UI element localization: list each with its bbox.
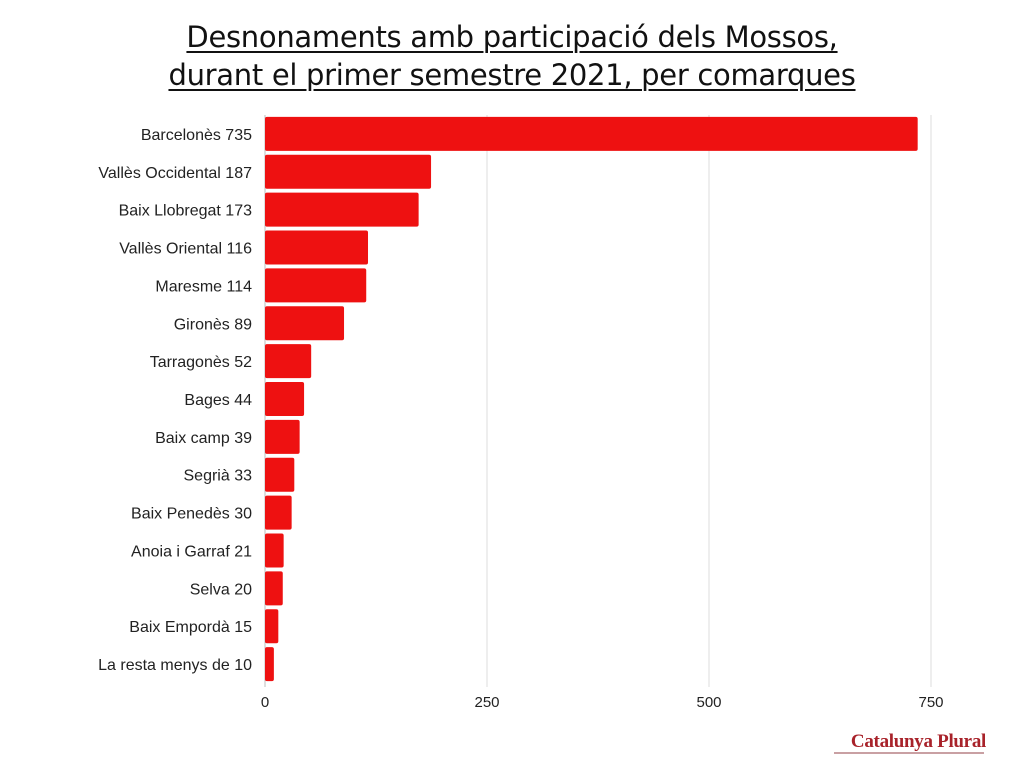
category-label: Bages 44 bbox=[184, 392, 252, 409]
bar bbox=[265, 457, 295, 492]
bar bbox=[265, 116, 918, 151]
bar bbox=[265, 306, 345, 341]
category-label: Baix camp 39 bbox=[155, 430, 252, 447]
chart-title-line-1: Desnonaments amb participació dels Mosso… bbox=[186, 20, 838, 54]
x-tick-label: 750 bbox=[918, 694, 943, 711]
x-tick-label: 0 bbox=[261, 694, 269, 711]
bar bbox=[265, 609, 279, 644]
category-label: Baix Empordà 15 bbox=[129, 619, 252, 636]
x-tick-label: 500 bbox=[696, 694, 721, 711]
x-tick-label: 250 bbox=[474, 694, 499, 711]
category-label: Tarragonès 52 bbox=[150, 354, 252, 371]
category-label: Vallès Occidental 187 bbox=[98, 165, 252, 182]
category-label: Vallès Oriental 116 bbox=[119, 241, 252, 258]
category-label: Maresme 114 bbox=[155, 278, 252, 295]
bar bbox=[265, 192, 419, 227]
bar bbox=[265, 154, 432, 189]
chart-title-line-2: durant el primer semestre 2021, per coma… bbox=[168, 58, 856, 92]
category-label: Selva 20 bbox=[190, 581, 252, 598]
bar bbox=[265, 533, 284, 568]
category-label: Anoia i Garraf 21 bbox=[131, 543, 252, 560]
category-label: Barcelonès 735 bbox=[141, 127, 252, 144]
bar bbox=[265, 571, 283, 606]
bar bbox=[265, 268, 367, 303]
bar bbox=[265, 230, 369, 265]
category-label: Baix Penedès 30 bbox=[131, 506, 252, 523]
brand-logo-tagline bbox=[834, 752, 984, 754]
bar bbox=[265, 495, 292, 530]
chart-title: Desnonaments amb participació dels Mosso… bbox=[0, 18, 1024, 94]
category-label: Gironès 89 bbox=[174, 316, 252, 333]
category-label: Baix Llobregat 173 bbox=[119, 203, 253, 220]
bar bbox=[265, 647, 274, 682]
brand-logo: Catalunya Plural bbox=[850, 731, 986, 752]
category-label: Segrià 33 bbox=[184, 468, 253, 485]
bar bbox=[265, 382, 305, 416]
bar bbox=[265, 344, 312, 379]
bar bbox=[265, 419, 300, 454]
category-label: La resta menys de 10 bbox=[98, 657, 252, 674]
